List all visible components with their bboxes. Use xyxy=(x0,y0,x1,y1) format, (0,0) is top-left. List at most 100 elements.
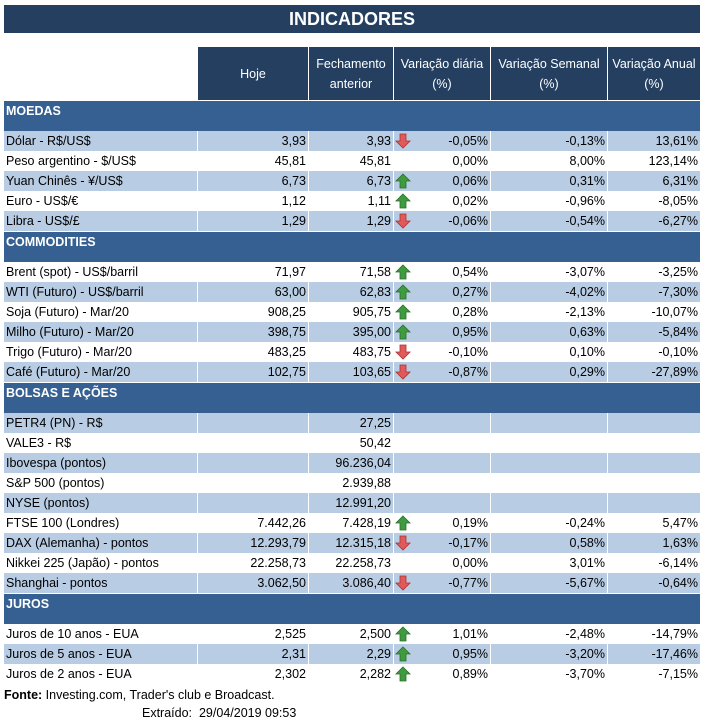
section-header-moedas: MOEDAS xyxy=(4,100,700,131)
col-header-var-diaria: Variação diária (%) xyxy=(393,47,490,100)
cell-fechamento: 12.315,18 xyxy=(308,533,393,553)
cell-hoje: 63,00 xyxy=(197,282,308,302)
cell-var-anual: 1,63% xyxy=(607,533,700,553)
row-label: Milho (Futuro) - Mar/20 xyxy=(6,325,134,339)
table-row: Juros de 5 anos - EUA 2,31 2,29 0,95% -3,20%… xyxy=(4,644,700,664)
fechamento-value: 45,81 xyxy=(359,154,391,168)
col-header-var-semanal: Variação Semanal (%) xyxy=(490,47,607,100)
table-row: Soja (Futuro) - Mar/20 908,25 905,75 0,28% -… xyxy=(4,302,700,322)
table-row: PETR4 (PN) - R$ 27,25 xyxy=(4,413,700,433)
arrow-down-icon xyxy=(395,535,411,551)
fechamento-value: 12.315,18 xyxy=(335,536,391,550)
cell-hoje: 7.442,26 xyxy=(197,513,308,533)
col-header-fechamento: Fechamento anterior xyxy=(308,47,393,100)
cell-var-semanal: -0,24% xyxy=(490,513,607,533)
table-row: Nikkei 225 (Japão) - pontos 22.258,73 22.2… xyxy=(4,553,700,573)
table-row: Café (Futuro) - Mar/20 102,75 103,65 -0,87%… xyxy=(4,362,700,382)
cell-hoje: 71,97 xyxy=(197,262,308,282)
cell-var-anual: -6,14% xyxy=(607,553,700,573)
cell-hoje: 2,302 xyxy=(197,664,308,684)
var-diaria-value: 0,54% xyxy=(452,265,488,279)
cell-var-semanal: -2,48% xyxy=(490,624,607,644)
row-label: Café (Futuro) - Mar/20 xyxy=(6,365,131,379)
cell-hoje xyxy=(197,473,308,493)
row-label: Juros de 2 anos - EUA xyxy=(6,667,132,681)
arrow-up-icon xyxy=(395,646,411,662)
cell-var-anual: -6,27% xyxy=(607,211,700,231)
row-label: Soja (Futuro) - Mar/20 xyxy=(6,305,129,319)
arrow-slot xyxy=(394,626,412,642)
cell-hoje: 3,93 xyxy=(197,131,308,151)
fechamento-value: 3.086,40 xyxy=(342,576,391,590)
cell-var-diaria: 0,02% xyxy=(393,191,490,211)
arrow-slot xyxy=(394,213,412,229)
cell-var-anual xyxy=(607,493,700,513)
cell-var-anual: 123,14% xyxy=(607,151,700,171)
cell-fechamento: 2,282 xyxy=(308,664,393,684)
cell-var-anual xyxy=(607,473,700,493)
indicators-table: INDICADORES Hoje Fechamento anterior Var… xyxy=(4,5,700,722)
cell-hoje: 2,525 xyxy=(197,624,308,644)
arrow-slot xyxy=(394,515,412,531)
cell-var-diaria: 1,01% xyxy=(393,624,490,644)
row-label: Nikkei 225 (Japão) - pontos xyxy=(6,556,159,570)
row-label: DAX (Alemanha) - pontos xyxy=(6,536,149,550)
cell-fechamento: 6,73 xyxy=(308,171,393,191)
cell-var-diaria: 0,19% xyxy=(393,513,490,533)
cell-var-diaria: 0,28% xyxy=(393,302,490,322)
extracted-value: 29/04/2019 09:53 xyxy=(198,706,297,720)
cell-fechamento: 3,93 xyxy=(308,131,393,151)
fechamento-value: 905,75 xyxy=(352,305,391,319)
cell-hoje: 908,25 xyxy=(197,302,308,322)
cell-var-semanal: 8,00% xyxy=(490,151,607,171)
table-row: DAX (Alemanha) - pontos 12.293,79 12.315,1… xyxy=(4,533,700,553)
cell-hoje: 45,81 xyxy=(197,151,308,171)
fechamento-value: 7.428,19 xyxy=(342,516,391,530)
cell-hoje xyxy=(197,453,308,473)
cell-var-semanal: -5,67% xyxy=(490,573,607,593)
cell-var-diaria: -0,05% xyxy=(393,131,490,151)
arrow-down-icon xyxy=(395,344,411,360)
fechamento-value: 3,93 xyxy=(366,134,391,148)
arrow-up-icon xyxy=(395,304,411,320)
section-header-commodities: COMMODITIES xyxy=(4,231,700,262)
cell-var-diaria xyxy=(393,453,490,473)
fechamento-value: 1,11 xyxy=(367,194,391,208)
cell-var-semanal xyxy=(490,493,607,513)
cell-var-diaria: -0,10% xyxy=(393,342,490,362)
cell-hoje: 102,75 xyxy=(197,362,308,382)
cell-var-anual: -27,89% xyxy=(607,362,700,382)
cell-hoje: 6,73 xyxy=(197,171,308,191)
cell-var-semanal: 0,10% xyxy=(490,342,607,362)
cell-var-semanal: 0,31% xyxy=(490,171,607,191)
cell-var-anual: -5,84% xyxy=(607,322,700,342)
arrow-up-icon xyxy=(395,626,411,642)
cell-fechamento: 483,75 xyxy=(308,342,393,362)
cell-var-semanal: -3,20% xyxy=(490,644,607,664)
extracted-line: Extraído: 29/04/2019 09:53 xyxy=(4,704,700,722)
arrow-up-icon xyxy=(395,284,411,300)
cell-fechamento: 395,00 xyxy=(308,322,393,342)
cell-var-diaria xyxy=(393,413,490,433)
cell-var-anual: -10,07% xyxy=(607,302,700,322)
table-row: Ibovespa (pontos) 96.236,04 xyxy=(4,453,700,473)
table-row: Trigo (Futuro) - Mar/20 483,25 483,75 -0,10… xyxy=(4,342,700,362)
var-diaria-value: 0,00% xyxy=(452,556,488,570)
cell-var-anual xyxy=(607,453,700,473)
cell-var-diaria: 0,95% xyxy=(393,644,490,664)
table-row: Dólar - R$/US$ 3,93 3,93 -0,05% -0,13% 13,61% xyxy=(4,131,700,151)
var-diaria-value: 0,00% xyxy=(452,154,488,168)
arrow-slot xyxy=(394,344,412,360)
cell-var-diaria: -0,17% xyxy=(393,533,490,553)
cell-var-anual: 5,47% xyxy=(607,513,700,533)
fechamento-value: 96.236,04 xyxy=(335,456,391,470)
cell-fechamento: 2.939,88 xyxy=(308,473,393,493)
arrow-slot xyxy=(394,173,412,189)
cell-var-diaria xyxy=(393,473,490,493)
var-diaria-value: -0,87% xyxy=(448,365,488,379)
arrow-up-icon xyxy=(395,666,411,682)
row-label: Ibovespa (pontos) xyxy=(6,456,107,470)
arrow-up-icon xyxy=(395,264,411,280)
source-line: Fonte: Investing.com, Trader's club e Br… xyxy=(4,686,700,704)
cell-var-semanal: -3,07% xyxy=(490,262,607,282)
